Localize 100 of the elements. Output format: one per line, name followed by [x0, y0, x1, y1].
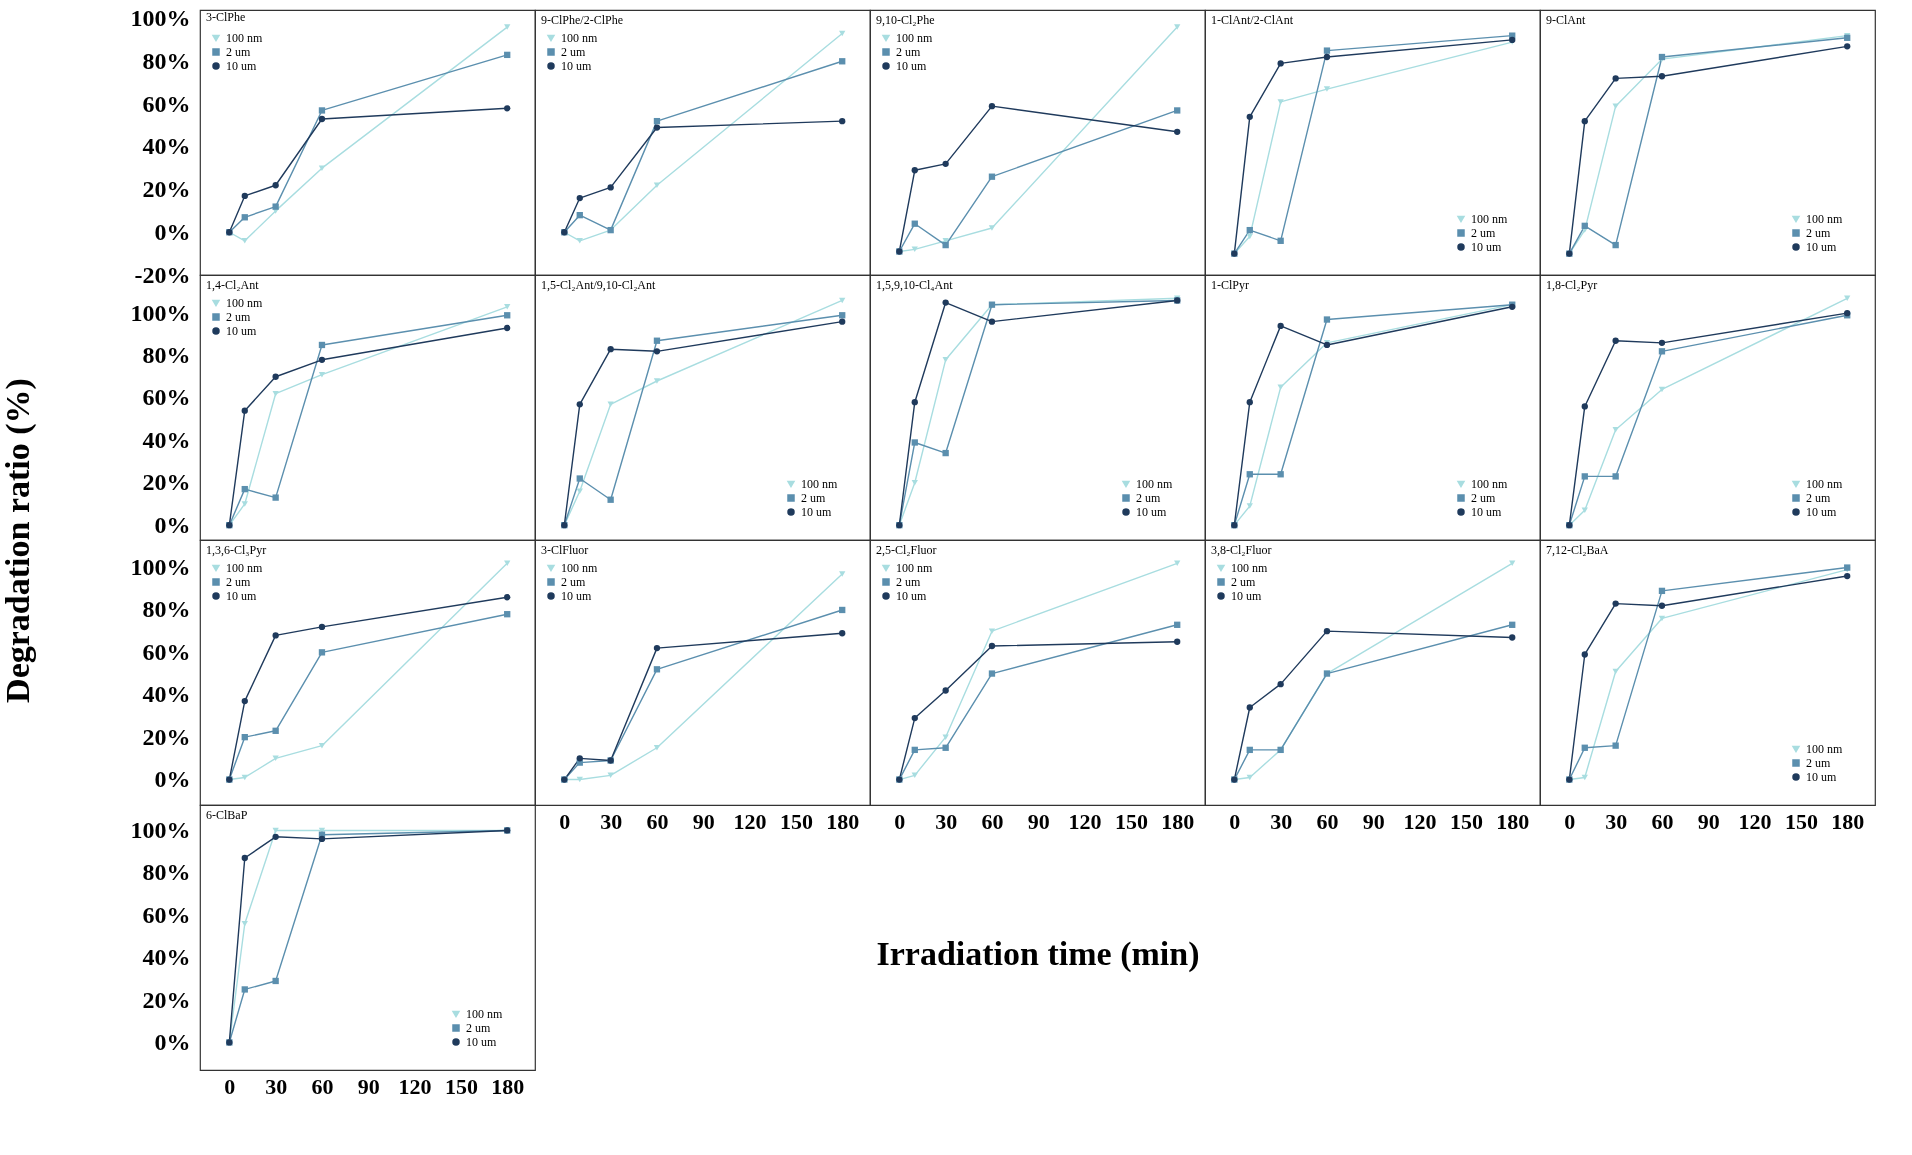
legend-label: 100 nm [561, 561, 598, 575]
x-tick-label: 60 [1651, 808, 1674, 834]
legend-label: 10 um [896, 59, 927, 73]
chart-title: 9-ClAnt [1546, 13, 1586, 27]
legend-label: 2 um [466, 1021, 491, 1035]
point [241, 854, 248, 862]
point [1277, 471, 1284, 478]
point [653, 378, 661, 384]
point [911, 480, 918, 486]
point [1277, 322, 1284, 330]
point [839, 58, 846, 65]
point [911, 399, 918, 406]
y-tick-label: 60% [142, 384, 191, 411]
point [1246, 399, 1253, 406]
x-tick-label: 60 [981, 808, 1004, 834]
point [653, 348, 661, 355]
x-tick-label: 30 [600, 808, 623, 834]
y-tick-label: 20% [142, 723, 191, 750]
legend-label: 100 nm [1231, 561, 1268, 575]
chart-title: 3,8-Cl₂Fluor [1211, 543, 1272, 557]
point [504, 24, 511, 30]
x-tick-label: 120 [1403, 808, 1437, 834]
x-tick-label: 180 [1161, 808, 1195, 834]
legend-label: 10 um [1231, 589, 1262, 603]
point [1658, 339, 1666, 346]
x-tick-label: 0 [559, 808, 571, 834]
point [504, 312, 511, 319]
legend-label: 10 um [226, 589, 257, 603]
chart-title: 1-ClAnt/2-ClAnt [1211, 13, 1294, 27]
point [839, 606, 846, 614]
point [318, 356, 326, 363]
point [272, 373, 279, 380]
point [1612, 337, 1619, 344]
point [1323, 53, 1331, 61]
y-tick-label: 60% [142, 901, 191, 928]
legend-label: 10 um [226, 324, 257, 338]
point [318, 623, 326, 631]
point [911, 439, 918, 446]
point [272, 632, 279, 639]
x-tick-label: 60 [1316, 808, 1339, 834]
chart-title: 2,5-Cl₂Fluor [876, 543, 937, 557]
point [318, 649, 326, 656]
point [942, 734, 949, 740]
legend-label: 100 nm [1136, 477, 1173, 491]
x-tick-label: 0 [1229, 808, 1241, 834]
y-tick-label: 0% [154, 766, 191, 793]
point [241, 192, 248, 200]
point [576, 755, 583, 762]
y-tick-label: 100% [130, 5, 191, 32]
point [1612, 473, 1619, 480]
legend-label: 100 nm [1806, 477, 1843, 491]
y-tick-label: 0% [154, 1028, 191, 1055]
chart-title: 1,5,9,10-Cl₄Ant [876, 278, 954, 292]
point [1246, 503, 1253, 509]
y-tick-label: 40% [142, 944, 191, 971]
point [839, 117, 846, 125]
point [272, 182, 279, 189]
y-tick-label: 100% [130, 816, 191, 843]
point [318, 371, 326, 378]
legend-label: 10 um [561, 59, 592, 73]
point [272, 727, 279, 734]
x-tick-label: 30 [1270, 808, 1293, 834]
y-tick-label: 20% [142, 986, 191, 1013]
legend-label: 2 um [1806, 491, 1831, 505]
point [988, 670, 996, 677]
point [504, 51, 511, 59]
legend-label: 100 nm [1806, 212, 1843, 226]
point [318, 742, 326, 749]
point [1509, 621, 1516, 628]
point [576, 401, 583, 408]
point [1277, 681, 1284, 688]
point [1277, 99, 1284, 105]
point [942, 357, 949, 363]
point [241, 920, 248, 927]
point [1174, 107, 1181, 114]
legend-label: 2 um [561, 575, 586, 589]
chart-title: 7,12-Cl₂BaA [1546, 543, 1609, 557]
y-tick-label: 80% [142, 342, 191, 369]
point [1658, 348, 1666, 355]
point [1581, 473, 1588, 480]
y-tick-label: 40% [142, 426, 191, 453]
y-tick-label: 100% [130, 554, 191, 581]
point [1246, 113, 1253, 121]
legend-label: 100 nm [1471, 212, 1508, 226]
point [318, 341, 326, 349]
point [839, 630, 846, 637]
y-axis-title: Degradation ratio (%) [0, 378, 37, 703]
x-tick-label: 30 [265, 1073, 288, 1099]
chart-title: 1-ClPyr [1211, 278, 1250, 292]
point [988, 642, 996, 650]
point [1277, 237, 1284, 244]
point [653, 745, 661, 751]
point [1581, 744, 1588, 751]
point [1246, 471, 1253, 478]
y-tick-label: 40% [142, 681, 191, 708]
point [911, 746, 918, 754]
legend-label: 2 um [1136, 491, 1161, 505]
point [241, 986, 248, 993]
point [1323, 628, 1331, 635]
x-tick-label: 120 [398, 1073, 432, 1099]
